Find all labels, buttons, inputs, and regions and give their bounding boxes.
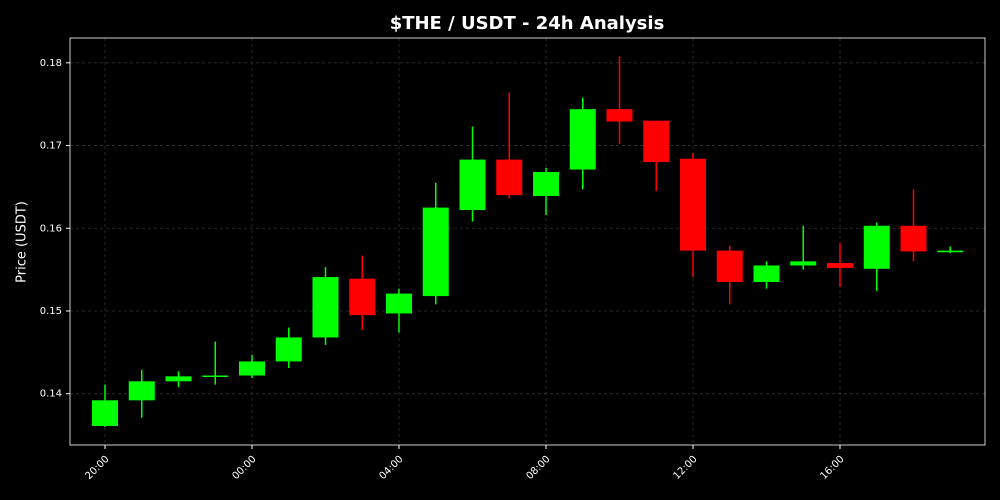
candle-body bbox=[606, 109, 633, 122]
y-tick-label: 0.15 bbox=[40, 306, 62, 317]
candle-body bbox=[900, 225, 927, 252]
candle-body bbox=[790, 261, 817, 266]
candle-body bbox=[275, 337, 302, 362]
candle-body bbox=[312, 277, 339, 338]
candle-body bbox=[680, 158, 706, 251]
chart-title: $THE / USDT - 24h Analysis bbox=[390, 13, 665, 34]
candle-body bbox=[422, 207, 449, 297]
y-tick-label: 0.14 bbox=[40, 389, 62, 400]
y-tick-label: 0.18 bbox=[40, 58, 62, 69]
candle-body bbox=[937, 250, 964, 253]
candle-body bbox=[202, 375, 229, 378]
candle-body bbox=[753, 265, 780, 283]
y-tick-label: 0.17 bbox=[40, 141, 62, 152]
candle-body bbox=[533, 172, 559, 197]
candle-body bbox=[569, 109, 596, 170]
candle-body bbox=[643, 120, 670, 163]
candle-body bbox=[239, 361, 265, 376]
candle-body bbox=[496, 159, 523, 196]
candle-body bbox=[165, 376, 192, 382]
candle-body bbox=[863, 225, 890, 269]
y-tick-label: 0.16 bbox=[40, 223, 62, 234]
candle-body bbox=[827, 263, 853, 268]
candle-body bbox=[349, 278, 376, 316]
candle-body bbox=[386, 293, 412, 314]
y-axis-label: Price (USDT) bbox=[15, 201, 30, 283]
candle-body bbox=[716, 250, 743, 283]
candle-body bbox=[128, 381, 155, 401]
candle-body bbox=[459, 159, 486, 211]
plot-frame bbox=[69, 37, 986, 446]
candle-body bbox=[92, 400, 118, 426]
